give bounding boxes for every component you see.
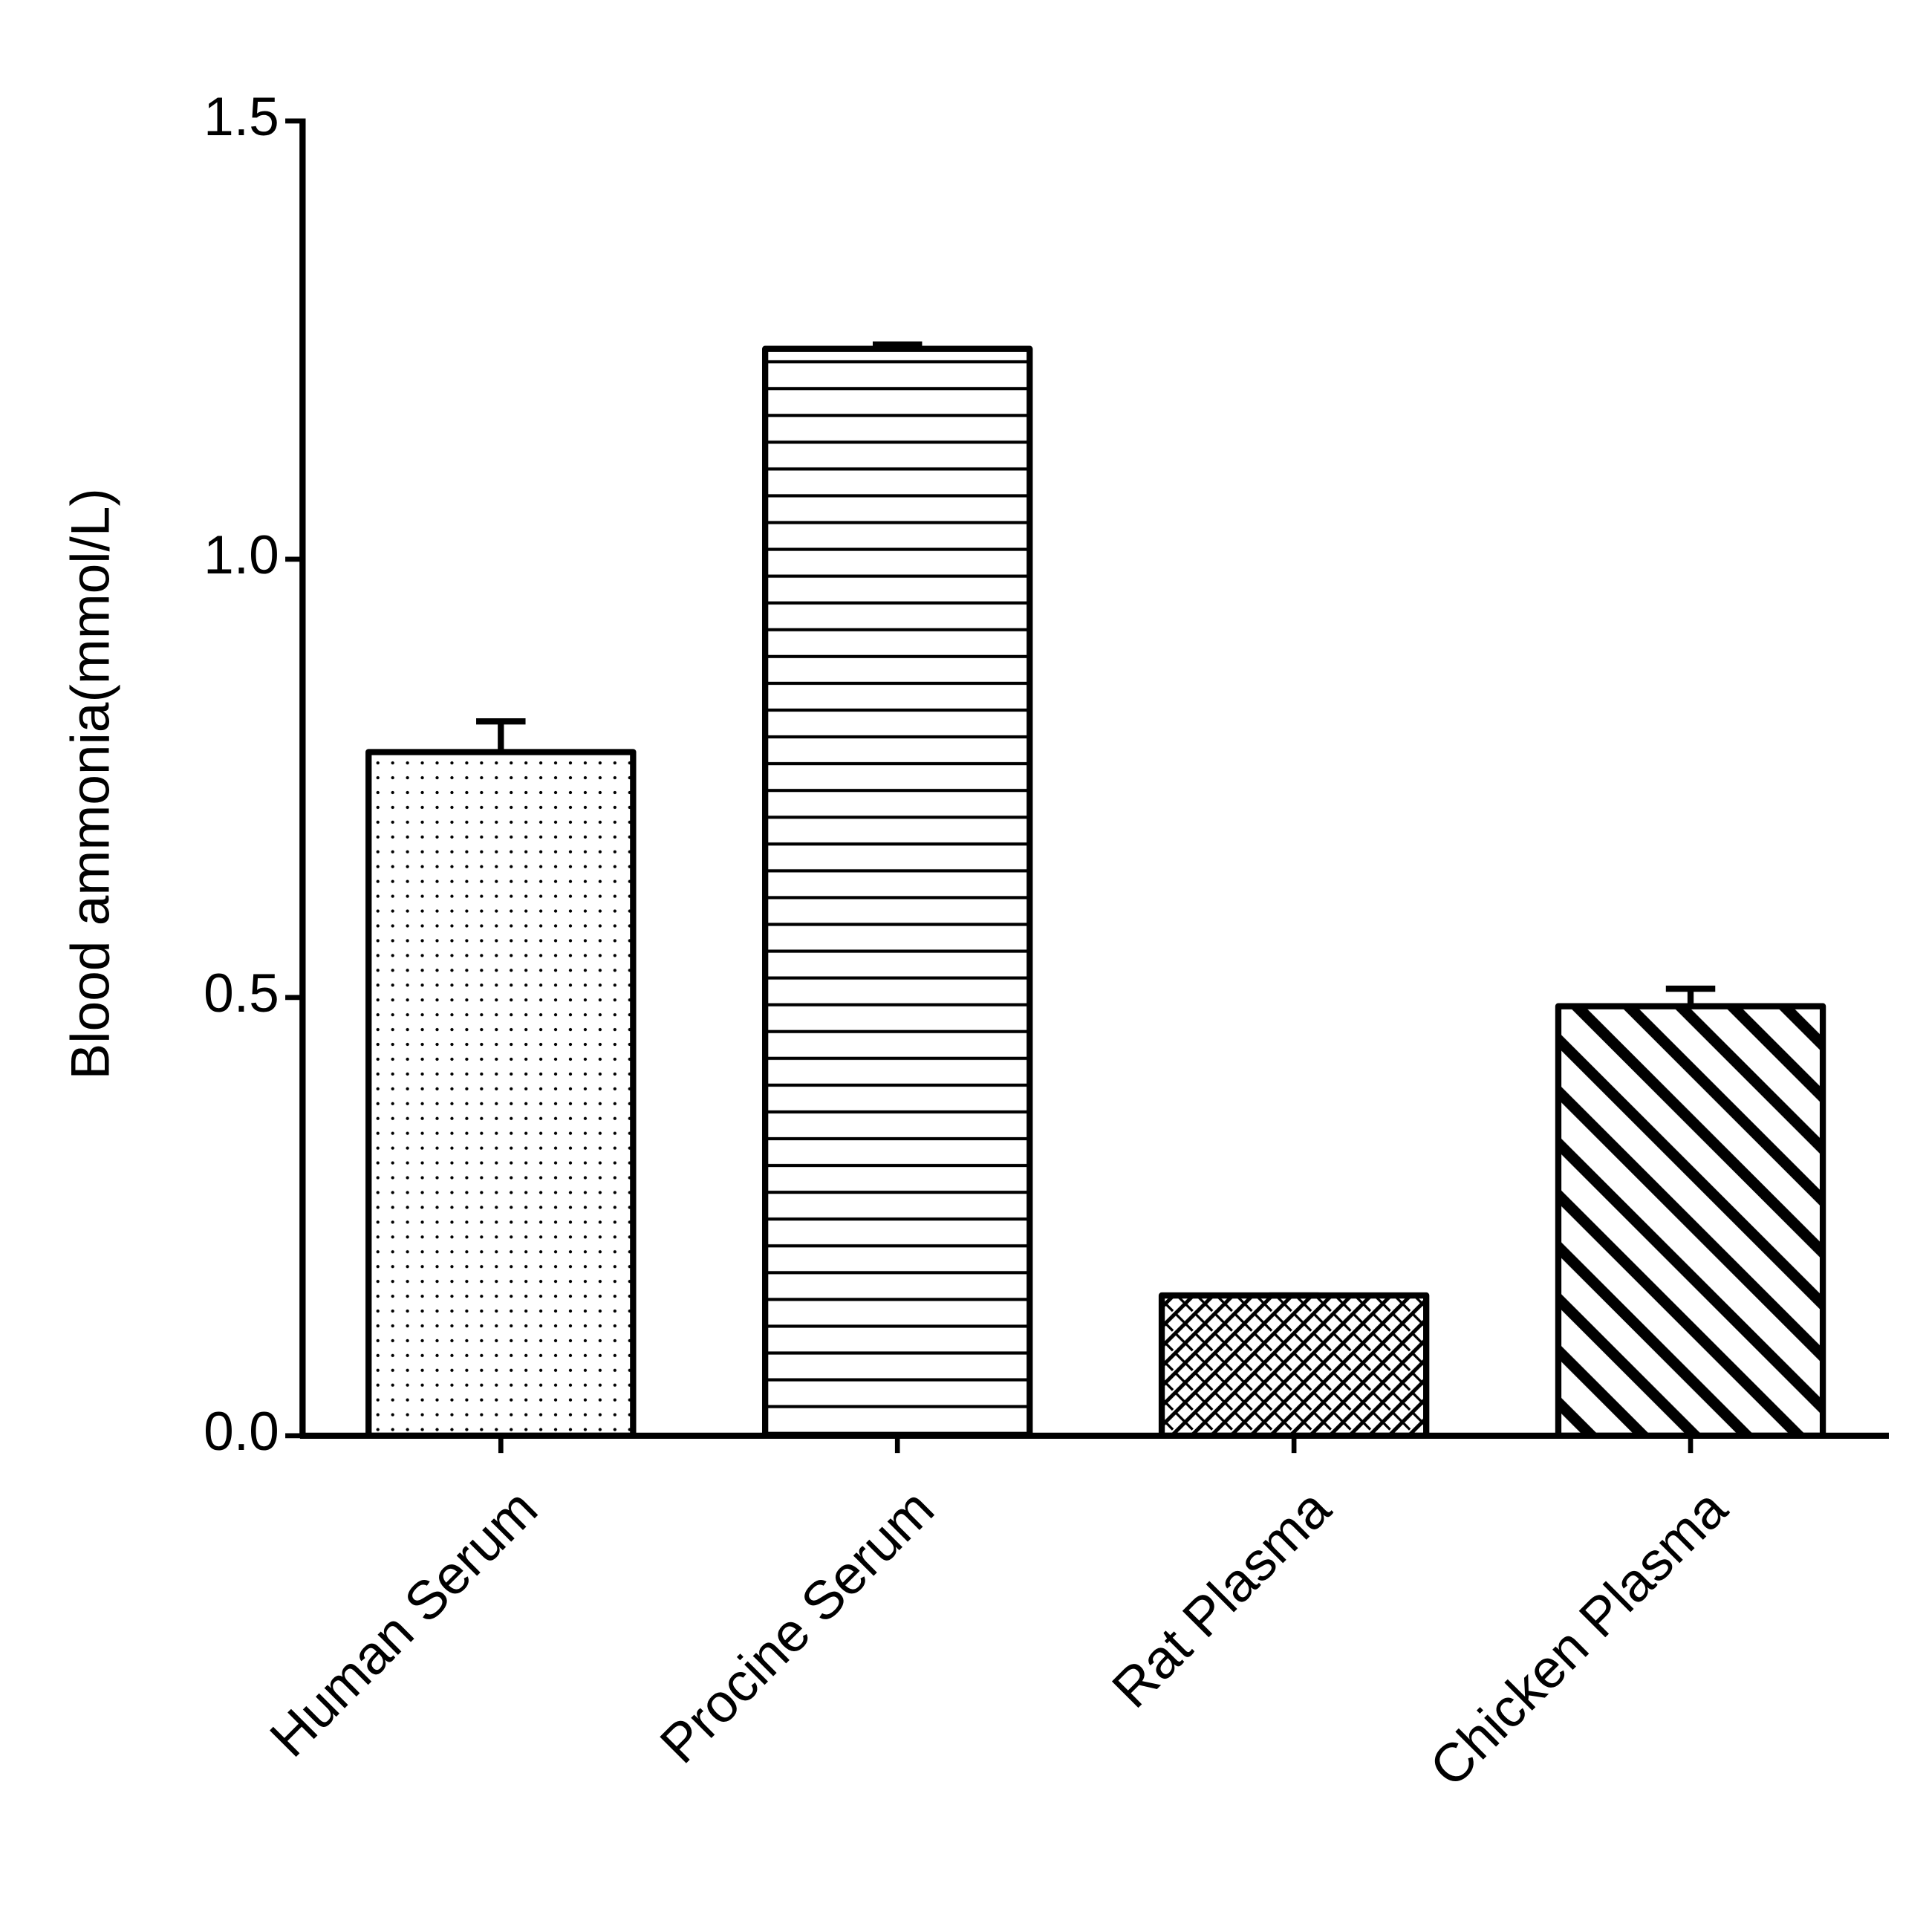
bar [761, 345, 1033, 1440]
x-tick-label: Procine Serum [649, 1478, 946, 1775]
error-bar [476, 718, 526, 752]
y-tick-label: 0.5 [204, 963, 279, 1024]
bar [1158, 1292, 1430, 1440]
y-tick-label: 1.5 [204, 87, 279, 147]
x-tick-label: Rat Plasma [1101, 1478, 1342, 1720]
error-bar [872, 341, 923, 349]
y-tick-label: 0.0 [204, 1402, 279, 1462]
y-axis-label: Blood ammonia(mmol/L) [60, 488, 120, 1079]
bar [1555, 1003, 1826, 1440]
x-tick-label: Human Serum [258, 1478, 549, 1769]
x-tick-label: Chicken Plasma [1419, 1478, 1739, 1798]
y-tick-label: 1.0 [204, 525, 279, 585]
error-bar [1665, 985, 1716, 1006]
bar [365, 749, 637, 1440]
